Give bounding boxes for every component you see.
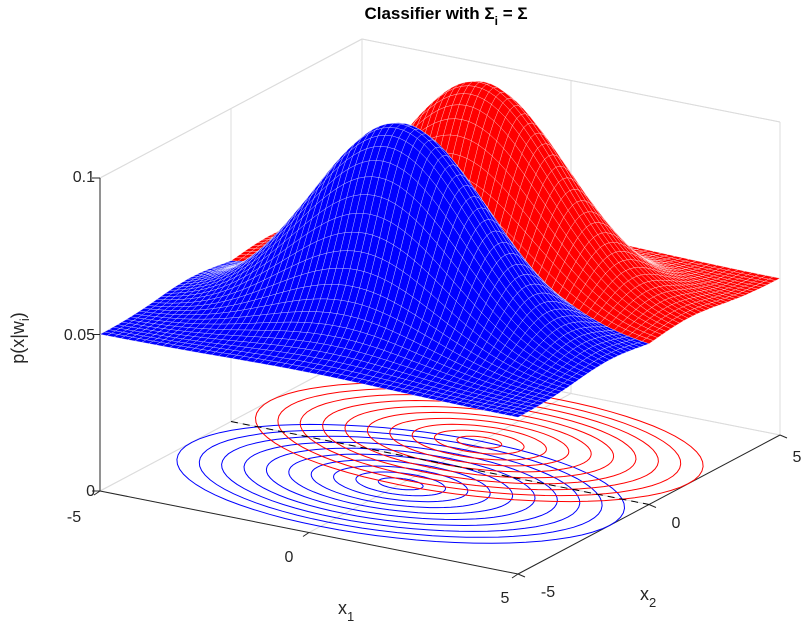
z-axis-label: p(x|wi) xyxy=(8,312,32,364)
y-tick-label: 5 xyxy=(793,449,802,466)
z-tick-label: 0.1 xyxy=(73,169,95,186)
chart-title: Classifier with Σi = Σ xyxy=(364,4,527,28)
y-axis-label: x2 xyxy=(640,584,656,610)
contour-line xyxy=(254,382,704,503)
x-tick-label: 0 xyxy=(285,549,294,566)
contour-line xyxy=(243,441,558,527)
z-tick-label: 0 xyxy=(86,483,95,500)
z-tick-label: 0.05 xyxy=(64,327,95,344)
x-tick xyxy=(511,573,519,579)
x-tick-label: 5 xyxy=(501,590,510,607)
surface-mesh xyxy=(99,80,781,418)
box-edge xyxy=(99,38,363,179)
y-tick xyxy=(779,434,788,439)
contour-line xyxy=(366,411,592,473)
y-tick xyxy=(517,573,526,578)
contour-projection xyxy=(176,382,704,544)
contour-line xyxy=(322,399,637,485)
contour-line xyxy=(456,435,503,449)
y-tick-label: 0 xyxy=(672,515,681,532)
contour-line xyxy=(265,447,536,521)
contour-line xyxy=(344,405,615,479)
contour-line xyxy=(389,417,570,467)
box-edge xyxy=(361,38,781,123)
contour-line xyxy=(433,429,525,455)
y-tick xyxy=(648,504,657,508)
contour-line xyxy=(277,388,682,497)
contour-line xyxy=(310,459,491,509)
contour-line xyxy=(299,394,659,491)
axis-box xyxy=(92,177,788,579)
x-tick-label: -5 xyxy=(67,509,81,526)
x-axis-label: x1 xyxy=(338,598,354,624)
contour-line xyxy=(176,423,626,544)
x-tick xyxy=(93,490,101,496)
y-tick-label: -5 xyxy=(541,584,555,601)
contour-line xyxy=(411,423,547,461)
surface-patch xyxy=(510,413,523,418)
x-tick xyxy=(302,532,310,537)
contour-line xyxy=(333,465,469,503)
